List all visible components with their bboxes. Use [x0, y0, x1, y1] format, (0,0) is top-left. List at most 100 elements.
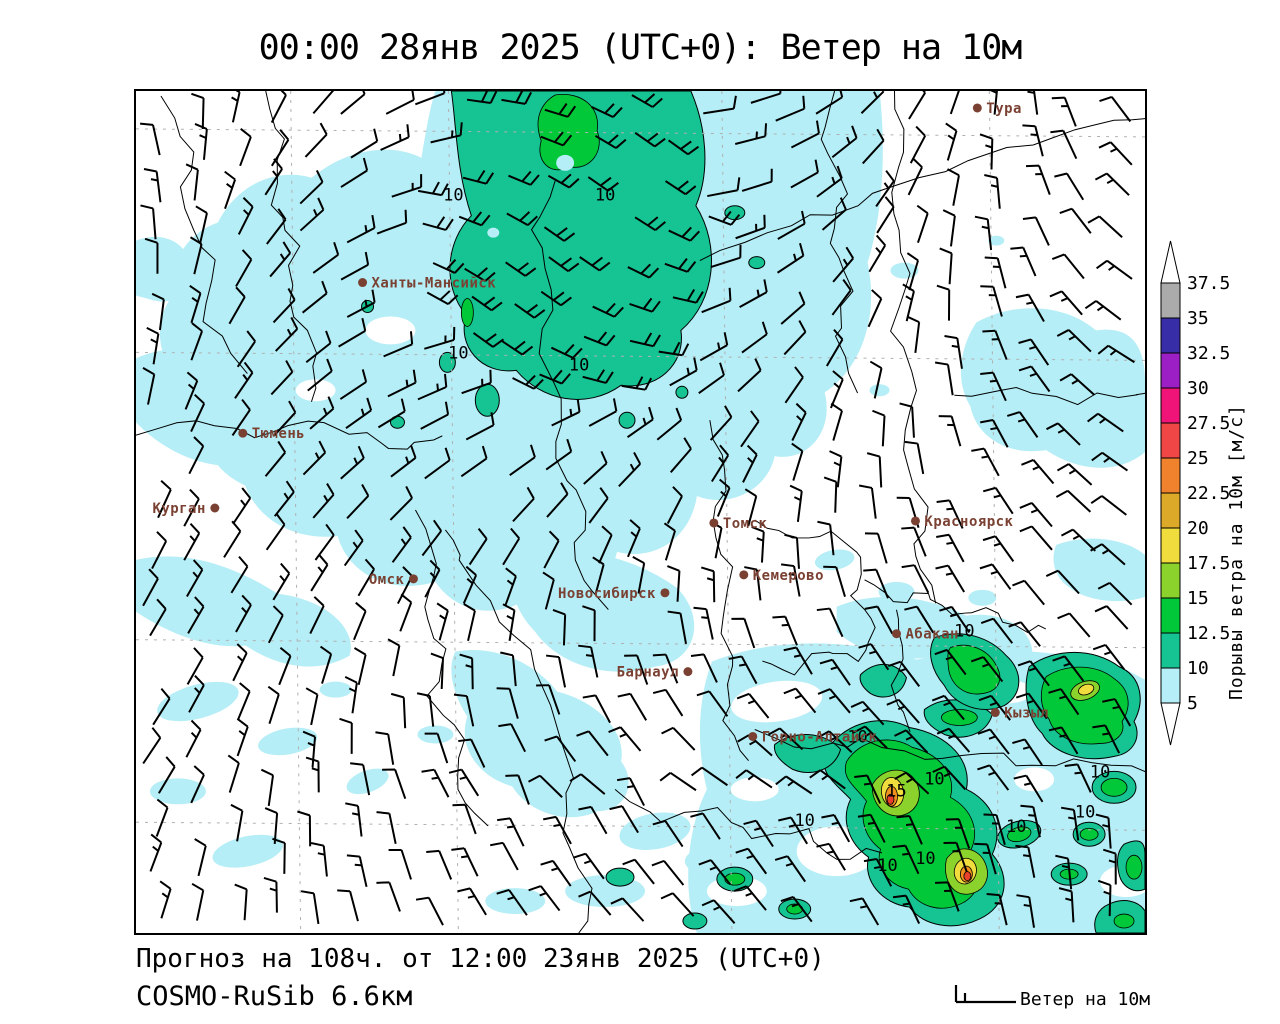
wind-barb [345, 802, 363, 837]
wind-barb [552, 609, 567, 646]
wind-barb [191, 92, 205, 130]
wind-barb [693, 606, 714, 640]
city-marker [709, 518, 719, 528]
wind-barb [540, 859, 572, 887]
wind-barb [735, 847, 768, 875]
wind-barb [737, 358, 762, 393]
wind-barb [1027, 91, 1039, 115]
forecast-info-line: Прогноз на 108ч. от 12:00 23янв 2025 (UT… [136, 944, 825, 974]
wind-barb [231, 91, 241, 123]
wind-barb [701, 899, 736, 924]
wind-barb [832, 246, 855, 283]
colorbar-arrow-bottom [1160, 702, 1181, 746]
wind-barb [862, 128, 885, 165]
wind-barb [463, 603, 476, 642]
wind-barb [904, 440, 925, 475]
wind-barb [339, 369, 368, 400]
wind-barb [312, 91, 335, 115]
contour-label: 10 [1075, 801, 1095, 821]
wind-barb [970, 656, 1004, 683]
wind-barb [1010, 246, 1037, 277]
admin-border-line [444, 529, 593, 933]
wind-barb [183, 488, 200, 527]
city-label: Тура [986, 101, 1022, 117]
wind-barb [830, 370, 844, 409]
wind-barb [777, 210, 806, 240]
wind-barb [345, 397, 373, 430]
wind-barb [711, 444, 730, 483]
wind-barb [780, 895, 813, 923]
wind-barb [971, 447, 1000, 477]
wind-barb [934, 648, 967, 676]
wind-barb [1056, 463, 1093, 486]
wind-barb [774, 855, 806, 883]
wind-barb [414, 91, 446, 106]
wind-barb [227, 754, 240, 793]
wind-barb [1059, 373, 1095, 396]
wind-barb [1048, 688, 1080, 716]
wind-barb [858, 643, 890, 671]
wind-barb [634, 131, 666, 148]
colorbar-block [1160, 317, 1181, 354]
city-label: Курган [152, 501, 205, 517]
wind-barb [741, 321, 768, 354]
wind-barb [159, 880, 172, 919]
wind-barb [544, 735, 577, 762]
wind-barb [310, 554, 329, 592]
wind-barb [357, 558, 375, 597]
wind-barb [751, 526, 765, 563]
wind-barb [869, 360, 883, 399]
wind-barb [1090, 495, 1127, 516]
colorbar-tick-label: 17.5 [1187, 553, 1230, 574]
wind-barb [904, 605, 935, 634]
wind-barb [300, 890, 320, 925]
wind-barb [627, 519, 641, 558]
wind-barb [387, 638, 401, 677]
wind-barb [528, 774, 563, 798]
wind-barb [710, 244, 742, 269]
wind-barb [1018, 338, 1050, 366]
wind-barb [270, 91, 287, 123]
wind-barb [931, 694, 965, 721]
wind-barb [234, 361, 254, 399]
wind-barb [1048, 726, 1079, 755]
colorbar-block [1160, 527, 1181, 564]
wind-barb [736, 692, 770, 719]
wind-barb-legend-label: Ветер на 10м [1020, 989, 1151, 1010]
wind-barb [860, 91, 885, 114]
wind-barb [1015, 844, 1036, 878]
wind-barb [471, 295, 503, 312]
wind-barb [744, 566, 762, 601]
wind-barb [690, 812, 721, 840]
contour-label: 10 [569, 354, 589, 374]
wind-barb [864, 532, 888, 564]
wind-barb [775, 775, 813, 795]
wind-barb [977, 728, 1010, 755]
wind-barb [190, 322, 204, 361]
wind-barb [1015, 692, 1048, 720]
wind-barb [899, 402, 915, 438]
colorbar-block [1160, 667, 1181, 704]
wind-barb [1092, 724, 1121, 754]
wind-barb [272, 837, 286, 874]
wind-barb [273, 400, 297, 436]
wind-barb [391, 174, 423, 198]
wind-barb [872, 409, 886, 447]
wind-barb [383, 331, 414, 358]
wind-barb [982, 535, 1015, 562]
wind-barb [353, 601, 367, 641]
colorbar-tick-label: 12.5 [1187, 623, 1230, 644]
city-marker [660, 588, 670, 598]
colorbar-tick-label: 37.5 [1187, 273, 1230, 294]
wind-barb [983, 813, 1006, 846]
wind-barb [984, 256, 1007, 289]
wind-barb [270, 129, 290, 167]
wind-barb [472, 332, 505, 348]
wind-barb [1022, 216, 1050, 246]
wind-barb [1019, 525, 1053, 551]
wind-barb [1094, 172, 1130, 196]
wind-barb [886, 698, 920, 724]
wind-barb [273, 480, 295, 517]
wind-barb [707, 177, 741, 198]
wind-barb [666, 486, 683, 525]
